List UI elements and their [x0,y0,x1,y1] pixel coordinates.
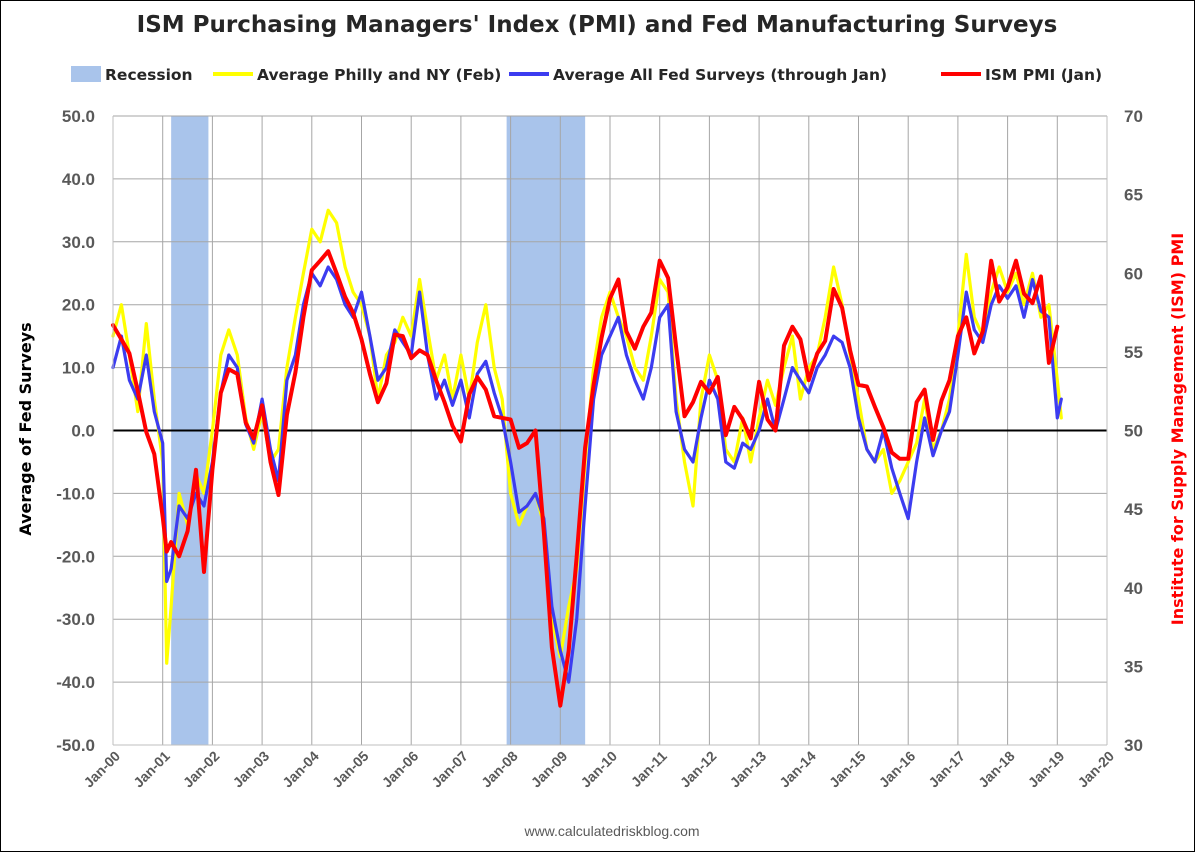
x-tick-label: Jan-16 [876,748,919,791]
y-tick-label-right: 30 [1124,736,1143,755]
y-tick-label-right: 40 [1124,579,1143,598]
y-tick-label-right: 45 [1124,500,1143,519]
y-axis-label-left: Average of Fed Surveys [16,322,35,535]
x-tick-label: Jan-20 [1074,748,1117,791]
legend-swatch-recession [71,66,101,82]
y-tick-labels-right: 70 65 60 55 50 45 40 35 30 [1124,107,1143,755]
x-tick-labels: Jan-00 Jan-01 Jan-02 Jan-03 Jan-04 Jan-05 Jan-… [80,748,1117,791]
y-tick-label-left: 10.0 [62,359,95,378]
legend-label: Average All Fed Surveys (through Jan) [553,66,887,84]
y-tick-label-left: -30.0 [56,610,95,629]
legend-label: Recession [105,66,193,84]
source-credit: www.calculatedriskblog.com [523,823,699,839]
y-tick-label-right: 35 [1124,657,1143,676]
x-tick-label: Jan-11 [628,748,670,790]
y-tick-labels-left: 50.0 40.0 30.0 20.0 10.0 0.0 -10.0 -20.0 -30.0 -4… [56,107,95,755]
y-tick-label-right: 60 [1124,264,1143,283]
x-tick-label: Jan-02 [180,748,223,791]
x-tick-label: Jan-08 [478,748,521,791]
x-tick-label: Jan-14 [776,748,819,791]
x-tick-label: Jan-04 [279,748,322,791]
y-tick-label-left: 0.0 [71,422,95,441]
y-axis-label-right: Institute for Supply Management (ISM) PM… [1168,233,1187,625]
x-tick-label: Jan-06 [379,748,422,791]
y-tick-label-left: 30.0 [62,233,95,252]
x-tick-label: Jan-15 [826,748,869,791]
x-tick-label: Jan-17 [925,748,968,791]
legend: Recession Average Philly and NY (Feb) Aver… [71,66,1102,84]
x-tick-label: Jan-10 [577,748,620,791]
legend-label: Average Philly and NY (Feb) [257,66,501,84]
x-tick-label: Jan-05 [329,748,372,791]
y-tick-label-left: -40.0 [56,673,95,692]
x-tick-label: Jan-13 [727,748,770,791]
y-tick-label-left: 50.0 [62,107,95,126]
x-tick-label: Jan-07 [428,748,471,791]
y-tick-label-left: -10.0 [56,484,95,503]
x-tick-label: Jan-01 [130,748,173,791]
y-tick-label-left: 40.0 [62,170,95,189]
y-tick-label-left: -20.0 [56,547,95,566]
x-tick-label: Jan-03 [230,748,273,791]
chart-title: ISM Purchasing Managers' Index (PMI) and… [137,12,1058,38]
y-tick-label-left: 20.0 [62,296,95,315]
y-tick-label-right: 70 [1124,107,1143,126]
y-tick-label-right: 55 [1124,343,1143,362]
y-tick-label-left: -50.0 [56,736,95,755]
series-lines [111,208,1063,708]
x-tick-label: Jan-19 [1025,748,1068,791]
series-line-1 [111,265,1063,684]
y-tick-label-right: 65 [1124,186,1143,205]
axes [112,116,1108,746]
series-line-2 [111,249,1060,708]
x-tick-label: Jan-18 [975,748,1018,791]
legend-label: ISM PMI (Jan) [985,66,1102,84]
x-tick-label: Jan-09 [528,748,571,791]
y-tick-label-right: 50 [1124,422,1143,441]
x-tick-label: Jan-12 [677,748,720,791]
